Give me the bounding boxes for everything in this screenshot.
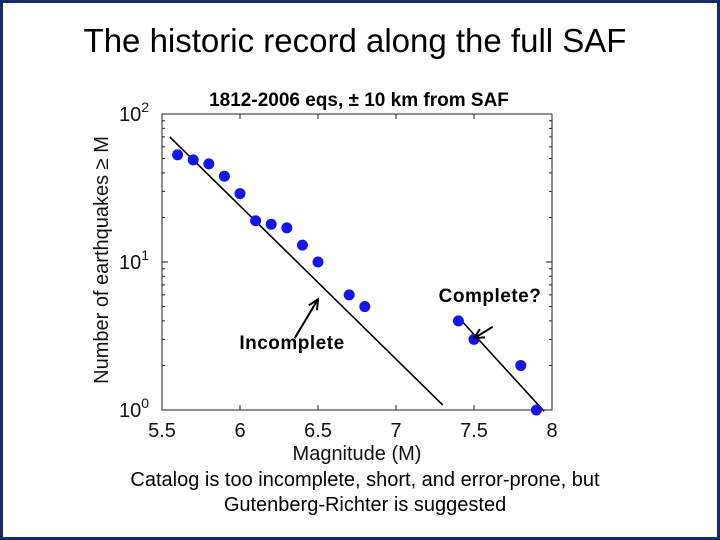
- y-tick-label: 101: [119, 247, 149, 274]
- annotation-arrow-head: [472, 328, 486, 340]
- data-point: [281, 222, 293, 234]
- data-point: [359, 301, 371, 313]
- y-tick-base: 10: [119, 252, 141, 274]
- data-points: [172, 149, 542, 416]
- y-tick-exp: 0: [141, 395, 149, 411]
- data-point: [530, 404, 542, 416]
- data-point: [296, 239, 308, 251]
- x-tick-label: 7: [390, 420, 401, 442]
- data-point: [312, 256, 324, 268]
- annotation-label: Complete?: [439, 286, 542, 307]
- data-point: [234, 188, 246, 200]
- data-point: [172, 149, 184, 161]
- x-tick-label: 6: [234, 420, 245, 442]
- data-point: [187, 154, 199, 166]
- data-point: [203, 158, 215, 170]
- x-tick-label: 6.5: [304, 420, 332, 442]
- y-tick-label: 102: [119, 99, 149, 126]
- annotation-arrow-head: [308, 297, 320, 311]
- data-point: [250, 215, 262, 227]
- data-point: [515, 359, 527, 371]
- annotation-label: Incomplete: [239, 333, 344, 354]
- y-tick-base: 10: [119, 104, 141, 126]
- data-point: [218, 170, 230, 182]
- x-tick-label: 7.5: [460, 420, 488, 442]
- x-axis-label: Magnitude (M): [293, 443, 422, 465]
- y-tick-exp: 2: [141, 99, 149, 115]
- data-point: [343, 289, 355, 301]
- caption-line-2: Gutenberg-Richter is suggested: [223, 494, 507, 516]
- y-tick-base: 10: [119, 400, 141, 422]
- y-tick-exp: 1: [141, 247, 149, 263]
- annotation-arrow-shaft: [473, 325, 494, 340]
- x-tick-label: 8: [546, 420, 557, 442]
- y-axis-label: Number of earthquakes ≥ M: [91, 136, 113, 384]
- slide-caption: Catalog is too incomplete, short, and er…: [0, 468, 720, 518]
- x-tick-label: 5.5: [148, 420, 176, 442]
- caption-line-1: Catalog is too incomplete, short, and er…: [130, 469, 600, 491]
- chart-title: 1812-2006 eqs, ± 10 km from SAF: [209, 90, 509, 111]
- x-ticks: 5.5 6 6.5 7 7.5 8: [148, 114, 558, 442]
- plot-area: [161, 113, 553, 411]
- data-point: [265, 218, 277, 230]
- fit-line-1: [169, 136, 444, 406]
- slide-title: The historic record along the full SAF: [83, 22, 627, 59]
- data-point: [452, 315, 464, 327]
- y-tick-label: 100: [119, 395, 149, 422]
- annotation-arrow-shaft: [293, 298, 319, 339]
- annotations: Complete? Incomplete: [239, 286, 541, 354]
